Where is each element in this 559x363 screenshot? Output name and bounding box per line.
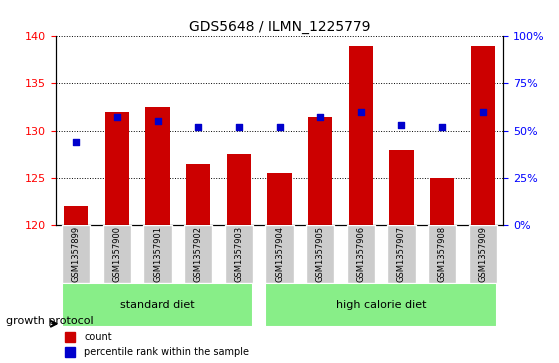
Text: GSM1357909: GSM1357909 [479, 226, 487, 282]
FancyBboxPatch shape [428, 225, 456, 283]
Point [397, 122, 406, 128]
FancyBboxPatch shape [62, 225, 91, 283]
Bar [105, 112, 129, 225]
Point [234, 124, 243, 130]
Point [72, 139, 80, 145]
Point [479, 109, 487, 115]
Point [438, 124, 447, 130]
Text: GSM1357908: GSM1357908 [438, 226, 447, 282]
Point [356, 109, 365, 115]
Bar [471, 46, 495, 225]
FancyBboxPatch shape [225, 225, 253, 283]
FancyBboxPatch shape [266, 283, 497, 327]
Text: GSM1357903: GSM1357903 [234, 226, 243, 282]
Bar [267, 173, 292, 225]
Point [316, 115, 325, 121]
Text: growth protocol: growth protocol [6, 316, 93, 326]
Text: GSM1357900: GSM1357900 [112, 226, 121, 282]
Bar [430, 178, 454, 225]
FancyBboxPatch shape [306, 225, 334, 283]
Legend: count, percentile rank within the sample: count, percentile rank within the sample [61, 329, 253, 361]
Point [194, 124, 203, 130]
Bar [186, 164, 210, 225]
Text: GSM1357906: GSM1357906 [356, 226, 366, 282]
Text: standard diet: standard diet [120, 300, 195, 310]
Bar [308, 117, 333, 225]
Text: GSM1357905: GSM1357905 [316, 226, 325, 282]
Text: GSM1357907: GSM1357907 [397, 226, 406, 282]
FancyBboxPatch shape [347, 225, 375, 283]
Text: GSM1357901: GSM1357901 [153, 226, 162, 282]
FancyBboxPatch shape [266, 225, 293, 283]
Point [275, 124, 284, 130]
Text: GSM1357899: GSM1357899 [72, 226, 80, 282]
FancyBboxPatch shape [468, 225, 497, 283]
FancyBboxPatch shape [184, 225, 212, 283]
Point [112, 115, 121, 121]
Bar [226, 154, 251, 225]
FancyBboxPatch shape [62, 283, 253, 327]
FancyBboxPatch shape [103, 225, 131, 283]
FancyBboxPatch shape [387, 225, 416, 283]
Bar [349, 46, 373, 225]
FancyBboxPatch shape [143, 225, 172, 283]
Title: GDS5648 / ILMN_1225779: GDS5648 / ILMN_1225779 [189, 20, 370, 34]
Bar [64, 206, 88, 225]
Text: high calorie diet: high calorie diet [336, 300, 427, 310]
Text: GSM1357902: GSM1357902 [193, 226, 203, 282]
Point [153, 118, 162, 124]
Bar [145, 107, 170, 225]
Bar [389, 150, 414, 225]
Text: GSM1357904: GSM1357904 [275, 226, 284, 282]
